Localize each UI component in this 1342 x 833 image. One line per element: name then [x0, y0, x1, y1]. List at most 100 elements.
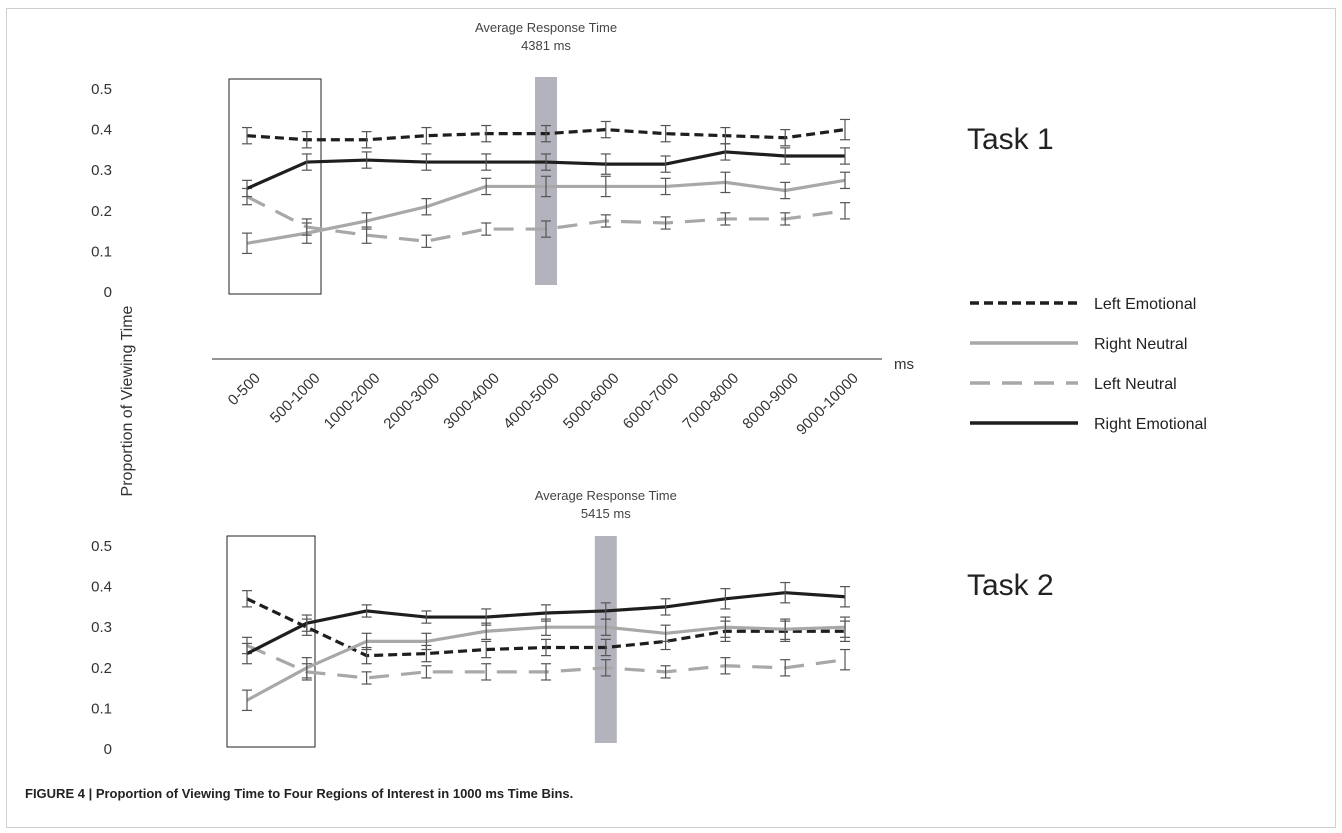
figure-caption: FIGURE 4 | Proportion of Viewing Time to… — [25, 786, 574, 801]
x-tick-label: 8000-9000 — [739, 370, 802, 433]
error-bar — [242, 179, 252, 198]
legend: Left Emotional Right Neutral Left Neutral R… — [970, 296, 1207, 433]
x-tick-label: 6000-7000 — [620, 370, 683, 433]
figure-frame: 0 0.1 0.2 0.3 0.4 0.5 Average Response Time 438… — [6, 8, 1336, 828]
error-bar — [242, 126, 252, 145]
legend-label: Left Emotional — [1094, 296, 1196, 313]
error-bar — [720, 616, 731, 638]
error-bar — [660, 598, 671, 616]
error-bar — [780, 659, 791, 677]
error-bar — [660, 216, 671, 230]
x-tick-label: 0-500 — [225, 370, 264, 409]
error-bar — [242, 642, 252, 665]
error-bar — [840, 616, 850, 638]
error-bar — [421, 632, 432, 651]
x-tick-label: 1000-2000 — [321, 370, 384, 433]
error-bar — [600, 659, 611, 677]
error-bar — [720, 588, 731, 610]
y-tick-label: 0.4 — [91, 579, 112, 596]
series-line-left-neutral — [246, 195, 846, 243]
error-bar — [242, 232, 252, 255]
x-tick-label: 2000-3000 — [380, 370, 443, 433]
error-bar — [361, 131, 372, 149]
error-bar — [541, 124, 551, 143]
error-bar — [361, 604, 372, 618]
panel-task-2: 0 0.1 0.2 0.3 0.4 0.5 Average Response Time 541… — [91, 488, 1054, 758]
error-bar — [541, 153, 551, 171]
y-tick-label: 0 — [104, 284, 112, 301]
error-bar — [301, 131, 312, 149]
y-tick-label: 0.2 — [91, 660, 112, 677]
error-bar — [660, 177, 671, 196]
legend-label: Right Emotional — [1094, 416, 1207, 433]
error-bar — [660, 155, 671, 173]
error-bar — [361, 226, 372, 244]
highlight-box — [228, 78, 322, 295]
error-bar — [541, 638, 551, 657]
error-bar — [720, 657, 731, 675]
error-bar — [840, 202, 850, 220]
error-bar — [242, 590, 252, 608]
error-bar — [780, 581, 791, 604]
error-bar — [720, 212, 731, 226]
error-bar — [780, 212, 791, 226]
avg-response-value: 4381 ms — [521, 38, 571, 53]
error-bar — [421, 234, 432, 248]
error-bar — [541, 604, 551, 622]
chart-canvas: 0 0.1 0.2 0.3 0.4 0.5 Average Response Time 438… — [91, 20, 1207, 758]
error-bar — [600, 153, 611, 175]
avg-response-value: 5415 ms — [581, 506, 631, 521]
x-unit-label: ms — [894, 356, 914, 373]
error-bar — [660, 124, 671, 143]
legend-item: Left Emotional — [970, 296, 1196, 313]
y-tick-label: 0.1 — [91, 243, 112, 260]
error-bar — [361, 151, 372, 169]
error-bar — [600, 638, 611, 657]
error-bar — [361, 632, 372, 651]
error-bar — [600, 214, 611, 228]
error-bar — [780, 618, 791, 640]
y-tick-label: 0.1 — [91, 700, 112, 717]
error-bar — [600, 175, 611, 198]
error-bar — [242, 689, 252, 712]
y-tick-label: 0 — [104, 741, 112, 758]
error-bar — [421, 610, 432, 624]
error-bar — [481, 608, 492, 626]
error-bar — [541, 220, 551, 238]
y-tick-label: 0.5 — [91, 538, 112, 555]
error-bar — [481, 640, 492, 659]
legend-label: Right Neutral — [1094, 336, 1187, 353]
error-bar — [600, 602, 611, 620]
y-tick-label: 0.2 — [91, 203, 112, 220]
error-bar — [421, 198, 432, 216]
error-bar — [780, 181, 791, 200]
x-tick-label: 7000-8000 — [679, 370, 742, 433]
legend-item: Right Neutral — [970, 336, 1187, 353]
error-bar — [541, 663, 551, 681]
error-bar — [301, 614, 312, 632]
x-tick-label: 3000-4000 — [440, 370, 503, 433]
error-bar — [840, 118, 850, 141]
x-tick-label: 4000-5000 — [500, 370, 563, 433]
legend-label: Left Neutral — [1094, 376, 1177, 393]
avg-response-label: Average Response Time — [535, 488, 677, 503]
error-bar — [361, 671, 372, 685]
error-bar — [421, 126, 432, 145]
legend-item: Left Neutral — [970, 376, 1177, 393]
error-bar — [481, 177, 492, 196]
error-bar — [720, 143, 731, 161]
error-bar — [840, 171, 850, 190]
legend-item: Right Emotional — [970, 416, 1207, 433]
highlight-box — [226, 535, 316, 748]
error-bar — [481, 124, 492, 143]
error-bar — [660, 665, 671, 679]
avg-response-label: Average Response Time — [475, 20, 617, 35]
error-bar — [301, 218, 312, 236]
error-bar — [780, 147, 791, 165]
task-title: Task 2 — [967, 569, 1054, 602]
y-tick-label: 0.3 — [91, 162, 112, 179]
error-bar — [301, 663, 312, 681]
error-bar — [720, 171, 731, 194]
y-axis-label: Proportion of Viewing Time — [119, 305, 136, 496]
error-bar — [481, 153, 492, 171]
